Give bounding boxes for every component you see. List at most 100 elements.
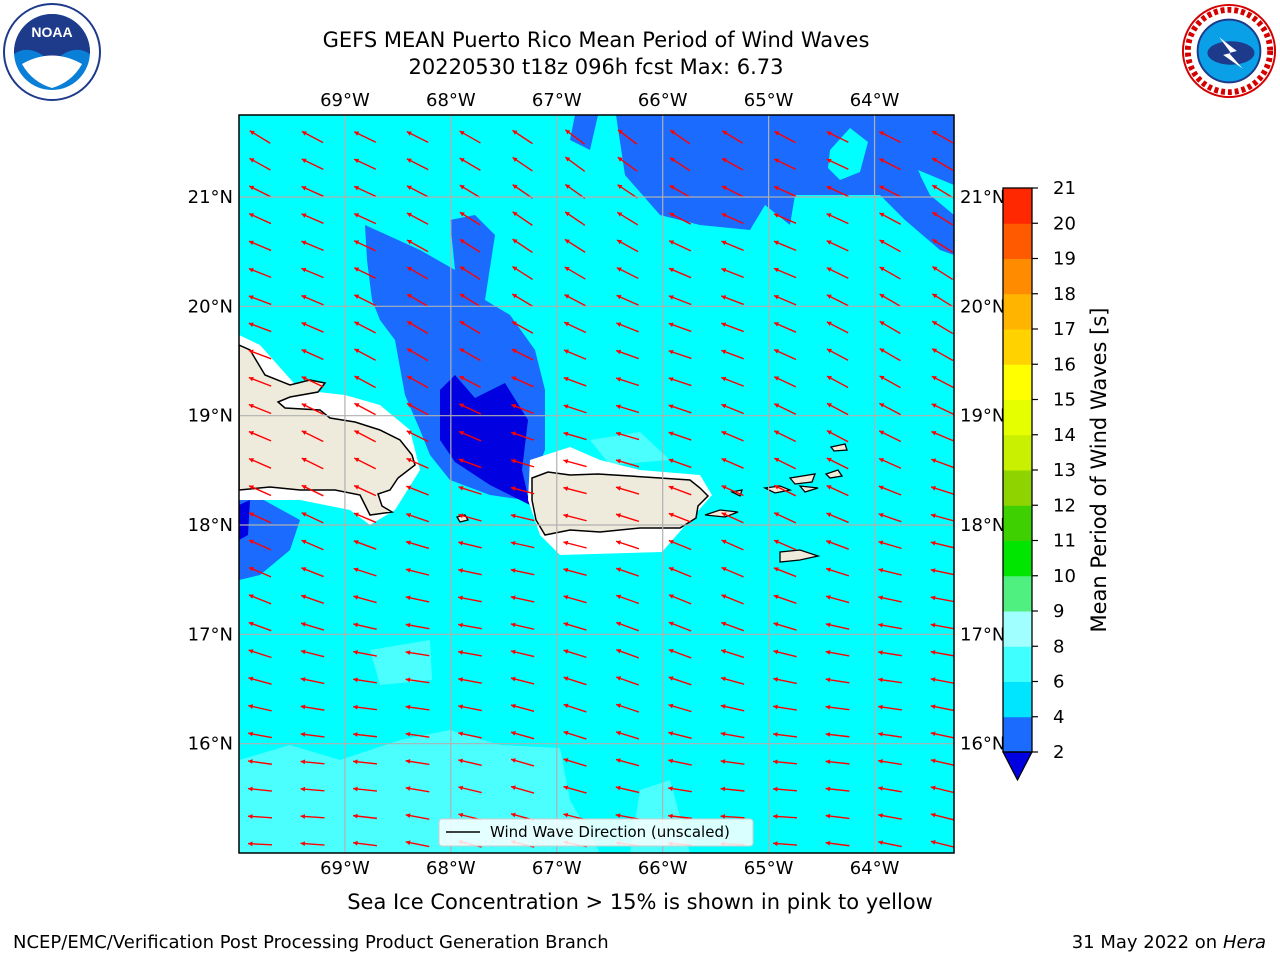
wind-arrow-head <box>248 814 253 819</box>
wind-arrow-head <box>353 540 359 545</box>
wind-arrow-head <box>459 239 465 244</box>
wind-arrow-head <box>301 403 307 408</box>
colorbar-segment <box>1003 188 1032 224</box>
wind-arrow-head <box>301 240 307 246</box>
wind-arrow-head <box>616 404 621 410</box>
wind-arrow-head <box>930 785 936 791</box>
wind-arrow-head <box>458 731 464 737</box>
colorbar-tick-label: 16 <box>1053 354 1076 375</box>
puerto-rico-land <box>531 471 710 536</box>
wind-arrow-head <box>721 512 727 517</box>
wind-arrow-head <box>301 213 307 218</box>
wind-arrow-head <box>301 430 307 435</box>
colorbar-segment <box>1003 364 1032 400</box>
wind-arrow-head <box>510 676 516 682</box>
wind-arrow-head <box>617 239 623 245</box>
wind-arrow-head <box>300 649 306 655</box>
wind-arrow-head <box>878 731 883 737</box>
map-legend: Wind Wave Direction (unscaled) <box>438 818 754 847</box>
wind-arrow-head <box>668 377 674 382</box>
wind-arrow-head <box>301 131 307 136</box>
wind-arrow-head <box>879 348 885 353</box>
lat-label-left: 20°N <box>188 296 233 317</box>
wind-arrow-head <box>563 649 569 654</box>
wind-arrow-head <box>932 293 938 299</box>
wind-arrow-head <box>826 485 832 490</box>
colorbar-tick-label: 15 <box>1053 390 1076 411</box>
wind-arrow-head <box>248 295 254 300</box>
wind-arrow-head <box>407 348 413 353</box>
wind-arrow-head <box>406 513 412 518</box>
wind-arrow-head <box>300 841 306 847</box>
wind-arrow-head <box>720 786 726 792</box>
wind-arrow-head <box>879 158 885 163</box>
wind-arrow-head <box>668 594 674 599</box>
lat-label-left: 17°N <box>188 624 233 645</box>
wind-arrow-head <box>773 732 778 737</box>
wind-arrow-head <box>301 622 306 627</box>
wind-arrow-head <box>668 349 674 355</box>
wind-arrow-head <box>353 840 358 846</box>
wind-arrow-head <box>405 840 411 846</box>
wind-arrow-head <box>669 212 675 218</box>
colorbar-tick-label: 13 <box>1053 460 1076 481</box>
wind-arrow-head <box>563 486 569 492</box>
wind-arrow-head <box>721 403 727 409</box>
colorbar-segment <box>1003 399 1032 436</box>
lat-label-right: 21°N <box>960 187 1005 208</box>
wind-arrow-head <box>721 376 727 382</box>
wind-arrow-head <box>248 786 253 792</box>
wind-arrow-head <box>407 294 413 299</box>
wind-arrow-head <box>773 539 779 545</box>
date-stamp: 31 May 2022 on Hera <box>1072 932 1266 953</box>
wind-arrow-head <box>405 595 411 601</box>
wind-arrow-head <box>721 621 727 627</box>
wind-arrow-head <box>930 568 936 573</box>
wind-arrow-head <box>512 184 518 190</box>
wind-arrow-head <box>406 185 412 191</box>
wind-arrow-head <box>301 567 307 572</box>
wind-arrow-head <box>405 731 411 737</box>
wind-arrow-head <box>512 266 518 271</box>
wind-arrow-head <box>563 513 569 519</box>
colorbar-tick-label: 2 <box>1053 742 1064 763</box>
wind-arrow-head <box>826 376 832 381</box>
wind-arrow-head <box>773 267 779 273</box>
lat-label-left: 21°N <box>188 187 233 208</box>
wind-arrow-head <box>825 786 831 792</box>
wind-arrow-head <box>774 158 780 164</box>
wind-arrow-head <box>512 211 518 217</box>
wind-arrow-head <box>930 840 936 845</box>
nws-logo-icon <box>1181 3 1277 99</box>
wind-arrow-head <box>354 294 360 299</box>
wind-arrow-head <box>616 621 622 627</box>
wind-arrow-head <box>563 730 569 736</box>
wind-arrow-head <box>565 157 571 162</box>
wind-arrow-head <box>721 185 727 191</box>
wind-arrow-head <box>878 622 883 628</box>
wind-arrow-head <box>354 158 360 164</box>
wind-arrow-head <box>248 649 254 654</box>
wind-arrow-head <box>616 294 622 300</box>
wind-arrow-head <box>511 458 516 464</box>
chart-subtitle-run: 20220530 t18z 096h fcst Max: 6.73 <box>408 55 784 79</box>
wind-arrow-head <box>878 513 884 518</box>
colorbar-tick-label: 8 <box>1053 636 1064 657</box>
wind-arrow-head <box>300 786 306 792</box>
wind-arrow-head <box>458 485 464 491</box>
wind-arrow-head <box>773 322 779 327</box>
wind-arrow-head <box>878 595 884 601</box>
wind-arrow-head <box>353 704 358 710</box>
wind-arrow-head <box>826 240 832 245</box>
wind-arrow-head <box>405 540 411 546</box>
wind-arrow-head <box>512 321 518 326</box>
wind-arrow-head <box>405 786 411 791</box>
wind-arrow-head <box>616 676 622 681</box>
wind-arrow-head <box>826 294 832 299</box>
wind-arrow-head <box>825 622 831 628</box>
wind-arrow-head <box>668 786 673 791</box>
wind-arrow-head <box>564 239 570 244</box>
wind-arrow-head <box>616 513 621 518</box>
wind-arrow-head <box>773 594 779 600</box>
wind-wave-arrows <box>247 129 954 848</box>
